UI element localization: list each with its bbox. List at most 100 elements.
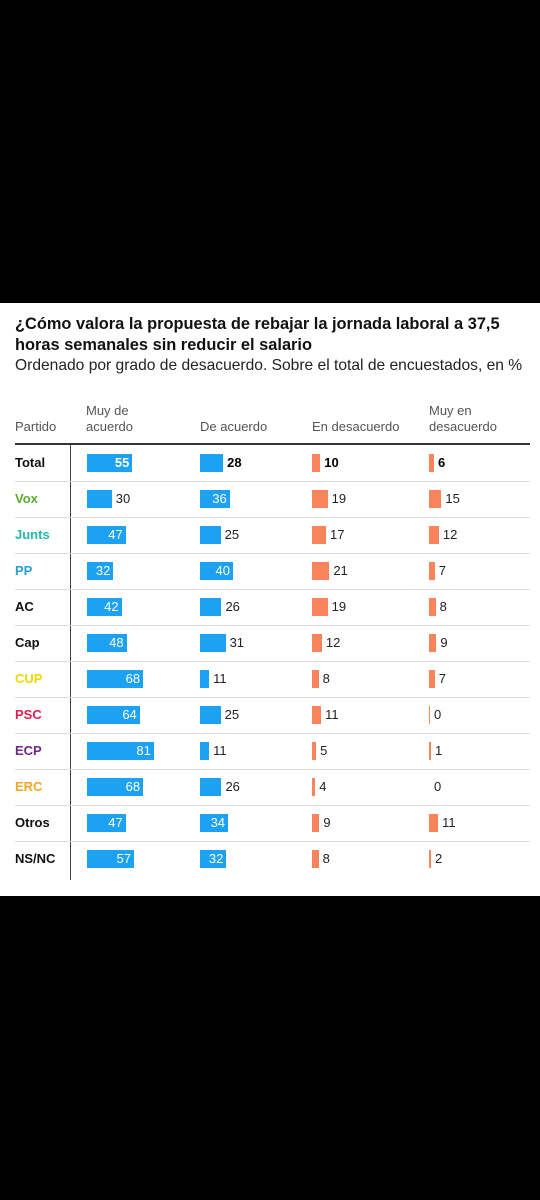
party-label-vox: Vox: [15, 491, 38, 506]
value-label-en-desacuerdo-ecp: 5: [320, 743, 328, 758]
value-label-de-acuerdo-junts: 25: [224, 527, 240, 542]
bar-muy-de-acuerdo-ac: [87, 598, 122, 616]
column-header-de-acuerdo: De acuerdo: [200, 419, 267, 435]
bar-muy-de-acuerdo-cup: [87, 670, 144, 688]
value-label-en-desacuerdo-psc: 11: [325, 707, 339, 722]
table-row: Total 55 28 10 6: [15, 445, 530, 482]
table-row: NS/NC 57 32 8 2: [15, 841, 530, 877]
value-label-de-acuerdo-vox: 36: [212, 491, 227, 506]
bar-muy-en-desacuerdo-ac: [429, 598, 436, 616]
chart-title: ¿Cómo valora la propuesta de rebajar la …: [15, 315, 500, 354]
table-row: PP 32 40 21 7: [15, 553, 530, 590]
bar-de-acuerdo-vox: [200, 490, 230, 508]
bar-en-desacuerdo-total: [312, 454, 321, 472]
value-label-en-desacuerdo-pp: 21: [333, 563, 348, 578]
column-header-partido: Partido: [15, 419, 56, 435]
bar-muy-de-acuerdo-cap: [87, 634, 127, 652]
table-row: PSC 64 25 11 0: [15, 697, 530, 734]
bar-muy-en-desacuerdo-ns-nc: [429, 850, 431, 868]
value-label-muy-de-acuerdo-pp: 32: [95, 563, 111, 578]
bar-en-desacuerdo-ecp: [312, 742, 317, 760]
bar-muy-de-acuerdo-ecp: [87, 742, 154, 760]
party-label-pp: PP: [15, 563, 33, 578]
table-row: CUP 68 11 8 7: [15, 661, 530, 698]
bar-muy-en-desacuerdo-otros: [429, 814, 439, 832]
value-label-muy-en-desacuerdo-otros: 11: [442, 815, 456, 830]
bar-de-acuerdo-junts: [200, 526, 221, 544]
party-label-otros: Otros: [15, 815, 50, 830]
value-label-muy-de-acuerdo-ac: 42: [104, 599, 119, 614]
bar-muy-en-desacuerdo-junts: [429, 526, 439, 544]
party-label-psc: PSC: [15, 707, 42, 722]
value-label-muy-de-acuerdo-cap: 48: [109, 635, 124, 650]
table-row: Junts 47 25 17 12: [15, 517, 530, 554]
bar-muy-en-desacuerdo-ecp: [429, 742, 431, 760]
bar-de-acuerdo-pp: [200, 562, 233, 580]
bar-muy-de-acuerdo-pp: [87, 562, 114, 580]
value-label-muy-de-acuerdo-otros: 47: [108, 815, 123, 830]
value-label-muy-de-acuerdo-erc: 68: [125, 779, 141, 794]
value-label-de-acuerdo-ns-nc: 32: [208, 851, 224, 866]
bar-en-desacuerdo-ac: [312, 598, 328, 616]
table-row: ERC 68 26 4 0: [15, 769, 530, 806]
value-label-en-desacuerdo-vox: 19: [331, 491, 347, 506]
value-label-de-acuerdo-cup: 11: [213, 671, 227, 686]
bar-de-acuerdo-cap: [200, 634, 226, 652]
value-label-muy-de-acuerdo-psc: 64: [122, 707, 137, 722]
bar-de-acuerdo-psc: [200, 706, 221, 724]
bar-muy-de-acuerdo-total: [87, 454, 133, 472]
bar-en-desacuerdo-pp: [312, 562, 330, 580]
bar-de-acuerdo-ecp: [200, 742, 210, 760]
value-label-muy-en-desacuerdo-cap: 9: [440, 635, 448, 650]
party-label-cap: Cap: [15, 635, 40, 650]
value-label-en-desacuerdo-otros: 9: [323, 815, 331, 830]
bar-muy-de-acuerdo-psc: [87, 706, 140, 724]
bar-muy-de-acuerdo-ns-nc: [87, 850, 135, 868]
value-label-muy-en-desacuerdo-erc: 0: [434, 779, 442, 794]
value-label-en-desacuerdo-ns-nc: 8: [322, 851, 330, 866]
value-label-muy-en-desacuerdo-junts: 12: [442, 527, 458, 542]
value-label-en-desacuerdo-erc: 4: [319, 779, 327, 794]
bar-en-desacuerdo-junts: [312, 526, 327, 544]
value-label-muy-en-desacuerdo-total: 6: [437, 455, 446, 470]
value-label-de-acuerdo-erc: 26: [225, 779, 240, 794]
bar-de-acuerdo-erc: [200, 778, 222, 796]
value-label-de-acuerdo-ac: 26: [225, 599, 240, 614]
value-label-en-desacuerdo-cap: 12: [325, 635, 341, 650]
bar-en-desacuerdo-psc: [312, 706, 322, 724]
value-label-de-acuerdo-total: 28: [227, 455, 242, 470]
bar-en-desacuerdo-cap: [312, 634, 322, 652]
bar-muy-en-desacuerdo-vox: [429, 490, 442, 508]
value-label-muy-de-acuerdo-cup: 68: [125, 671, 141, 686]
bar-en-desacuerdo-ns-nc: [312, 850, 319, 868]
value-label-de-acuerdo-pp: 40: [215, 563, 230, 578]
value-label-muy-de-acuerdo-ecp: 81: [136, 743, 151, 758]
column-header-en-desacuerdo-label: En desacuerdo: [312, 419, 400, 434]
column-header-muy-de-acuerdo: Muy de acuerdo: [86, 403, 133, 435]
party-label-cup: CUP: [15, 671, 43, 686]
bar-muy-de-acuerdo-vox: [87, 490, 112, 508]
bar-en-desacuerdo-erc: [312, 778, 316, 796]
column-header-partido-label: Partido: [15, 419, 57, 434]
value-label-muy-de-acuerdo-junts: 47: [108, 527, 123, 542]
value-label-en-desacuerdo-junts: 17: [330, 527, 345, 542]
bar-en-desacuerdo-vox: [312, 490, 328, 508]
value-label-de-acuerdo-cap: 31: [229, 635, 245, 650]
bar-en-desacuerdo-cup: [312, 670, 319, 688]
value-label-en-desacuerdo-ac: 19: [331, 599, 347, 614]
party-label-ns-nc: NS/NC: [15, 851, 56, 866]
bar-muy-en-desacuerdo-psc: [429, 706, 430, 724]
bar-muy-de-acuerdo-junts: [87, 526, 126, 544]
bar-de-acuerdo-cup: [200, 670, 210, 688]
column-header-muy-en-desacuerdo: Muy en desacuerdo: [429, 403, 497, 435]
party-label-ac: AC: [15, 599, 34, 614]
value-label-muy-de-acuerdo-ns-nc: 57: [116, 851, 132, 866]
table-row: ECP 81 11 5 1: [15, 733, 530, 770]
party-label-ecp: ECP: [15, 743, 42, 758]
chart-subtitle: Ordenado por grado de desacuerdo. Sobre …: [15, 357, 523, 374]
table-row: AC 42 26 19 8: [15, 589, 530, 626]
column-header-muy-en-desacuerdo-label: Muy en desacuerdo: [429, 403, 497, 434]
column-header-de-acuerdo-label: De acuerdo: [200, 419, 268, 434]
chart-card: ¿Cómo valora la propuesta de rebajar la …: [0, 303, 540, 896]
bar-de-acuerdo-total: [200, 454, 224, 472]
